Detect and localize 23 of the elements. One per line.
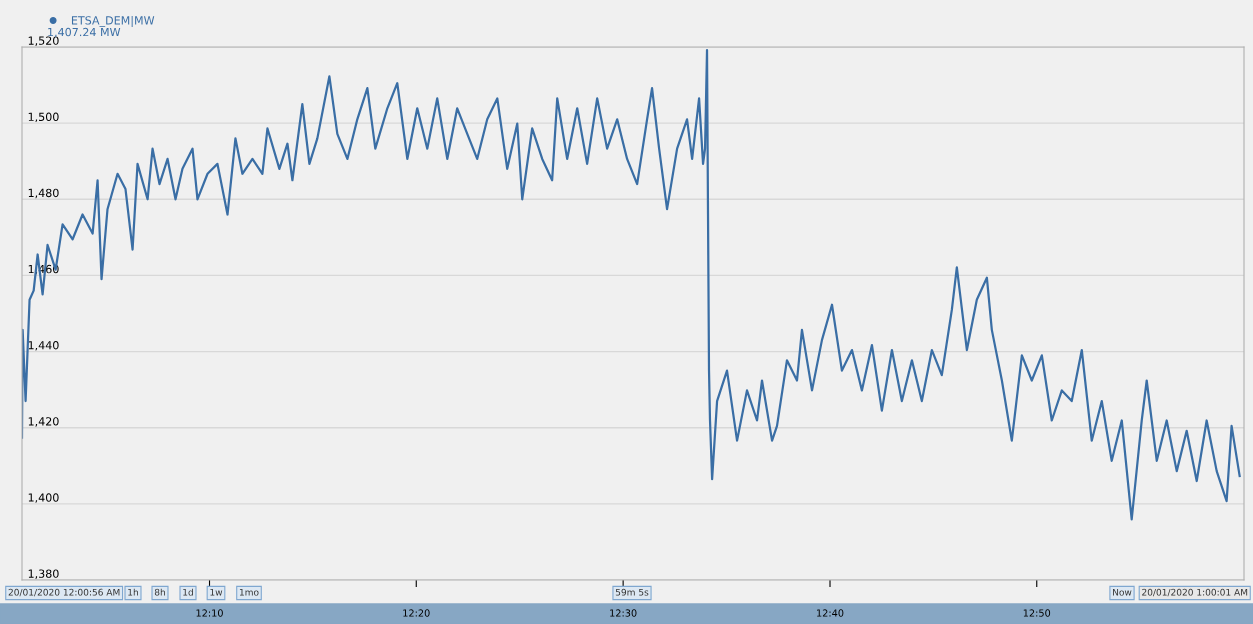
- y-tick-label: 1,400: [28, 493, 59, 503]
- legend-label: ETSA_DEM|MW: [71, 15, 155, 27]
- text: 20/01/2020 1:00:01 AM: [1142, 588, 1248, 597]
- text: 8h: [154, 588, 165, 596]
- x-tick-label: 12:30: [610, 609, 637, 617]
- text: 59m 5s: [615, 588, 649, 596]
- y-tick-label: 1,420: [28, 417, 59, 427]
- text: 1,407.24 MW: [48, 27, 121, 38]
- text: 1d: [183, 588, 193, 596]
- x-tick-label: 12:10: [196, 609, 223, 617]
- y-tick-label: 1,440: [28, 341, 59, 351]
- y-tick-label: 1,520: [28, 36, 59, 46]
- text: 1h: [128, 588, 138, 596]
- text: 1w: [210, 588, 223, 596]
- text: Now: [1113, 588, 1132, 596]
- y-tick-label: 1,380: [28, 569, 59, 579]
- text: 1mo: [239, 588, 259, 596]
- y-tick-label: 1,500: [28, 112, 59, 123]
- x-tick-label: 12:40: [817, 609, 844, 617]
- y-tick-label: 1,480: [28, 188, 59, 199]
- x-tick-label: 12:20: [403, 609, 430, 617]
- x-tick-label: 12:50: [1023, 609, 1051, 617]
- text: 20/01/2020 12:00:56 AM: [8, 588, 120, 597]
